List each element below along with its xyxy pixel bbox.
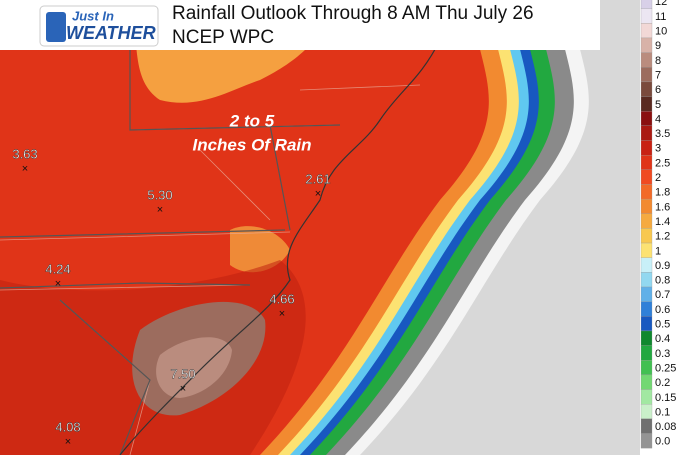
legend-swatch xyxy=(640,111,653,126)
legend-swatch xyxy=(640,257,653,273)
legend-label: 0.0 xyxy=(655,436,670,448)
legend-label: 1 xyxy=(655,245,661,257)
max-rain-core xyxy=(156,337,232,398)
legend-label: 2.5 xyxy=(655,157,670,169)
logo-icon xyxy=(46,12,66,42)
legend-label: 0.4 xyxy=(655,333,670,345)
legend-label: 3.5 xyxy=(655,128,670,140)
legend-label: 1.8 xyxy=(655,187,670,199)
legend-label: 9 xyxy=(655,40,661,52)
legend-label: 0.08 xyxy=(655,421,676,433)
legend-label: 7 xyxy=(655,69,661,81)
legend-swatch xyxy=(640,0,653,9)
state-lines xyxy=(0,0,441,456)
legend-label: 10 xyxy=(655,26,667,38)
legend-swatch xyxy=(640,316,653,332)
legend-swatch xyxy=(640,345,653,361)
legend-label: 2 xyxy=(655,172,661,184)
legend-swatch xyxy=(640,96,653,112)
legend-swatch xyxy=(640,125,653,141)
legend-swatch xyxy=(640,418,653,434)
point-label: 5.30 xyxy=(147,187,172,202)
legend-label: 1.6 xyxy=(655,201,670,213)
legend-swatch xyxy=(640,23,653,39)
legend-label: 0.25 xyxy=(655,362,676,374)
legend-label: 0.7 xyxy=(655,289,670,301)
legend-label: 1.4 xyxy=(655,216,670,228)
legend-swatch xyxy=(640,140,653,156)
point-label: 7.50 xyxy=(170,366,195,381)
legend-swatch xyxy=(640,286,653,302)
legend-swatch xyxy=(640,37,653,53)
legend-label: 3 xyxy=(655,143,661,155)
light-rain-area xyxy=(230,226,290,273)
legend-label: 4 xyxy=(655,113,661,125)
legend-swatch xyxy=(640,330,653,346)
point-marker: × xyxy=(65,436,71,448)
legend-label: 0.6 xyxy=(655,304,670,316)
point-marker: × xyxy=(22,163,28,175)
legend-swatch xyxy=(640,169,653,185)
legend-label: 0.3 xyxy=(655,348,670,360)
legend-label: 12 xyxy=(655,0,667,8)
point-marker: × xyxy=(180,383,186,395)
legend-swatch xyxy=(640,272,653,288)
legend-swatch xyxy=(640,184,653,200)
legend-label: 0.9 xyxy=(655,260,670,272)
legend-label: 0.8 xyxy=(655,275,670,287)
legend-swatch xyxy=(640,8,653,24)
point-label: 2.61 xyxy=(305,171,330,186)
point-label: 4.24 xyxy=(45,261,70,276)
legend-swatch xyxy=(640,81,653,97)
legend-label: 0.5 xyxy=(655,319,670,331)
annotation: Inches Of Rain xyxy=(192,135,311,154)
legend-swatch xyxy=(640,242,653,258)
point-label: 4.66 xyxy=(269,291,294,306)
legend-swatch xyxy=(640,67,653,83)
point-label: 4.08 xyxy=(55,419,80,434)
legend-label: 11 xyxy=(655,11,666,23)
point-label: 3.63 xyxy=(12,146,37,161)
point-marker: × xyxy=(279,308,285,320)
legend-swatch xyxy=(640,360,653,376)
legend-label: 5 xyxy=(655,99,661,111)
legend-label: 0.2 xyxy=(655,377,670,389)
legend-swatch xyxy=(640,198,653,214)
legend-swatch xyxy=(640,374,653,390)
point-marker: × xyxy=(55,278,61,290)
legend-swatch xyxy=(640,433,653,449)
title: Rainfall Outlook Through 8 AM Thu July 2… xyxy=(172,3,534,24)
legend-swatch xyxy=(640,389,653,405)
point-marker: × xyxy=(157,204,163,216)
subtitle: NCEP WPC xyxy=(172,27,274,48)
logo-text: Just In xyxy=(72,8,114,23)
legend-label: 0.1 xyxy=(655,406,670,418)
legend-label: 1.2 xyxy=(655,231,670,243)
legend-label: 8 xyxy=(655,55,661,67)
legend-swatch xyxy=(640,404,653,420)
legend-label: 6 xyxy=(655,84,661,96)
logo xyxy=(39,5,159,47)
point-marker: × xyxy=(315,188,321,200)
legend-label: 0.15 xyxy=(655,392,676,404)
legend-swatch xyxy=(640,228,653,244)
annotation: 2 to 5 xyxy=(229,111,275,130)
legend-swatch xyxy=(640,52,653,68)
legend-swatch xyxy=(640,301,653,317)
logo-text: WEATHER xyxy=(66,23,156,43)
legend-swatch xyxy=(640,213,653,229)
legend-swatch xyxy=(640,154,653,170)
